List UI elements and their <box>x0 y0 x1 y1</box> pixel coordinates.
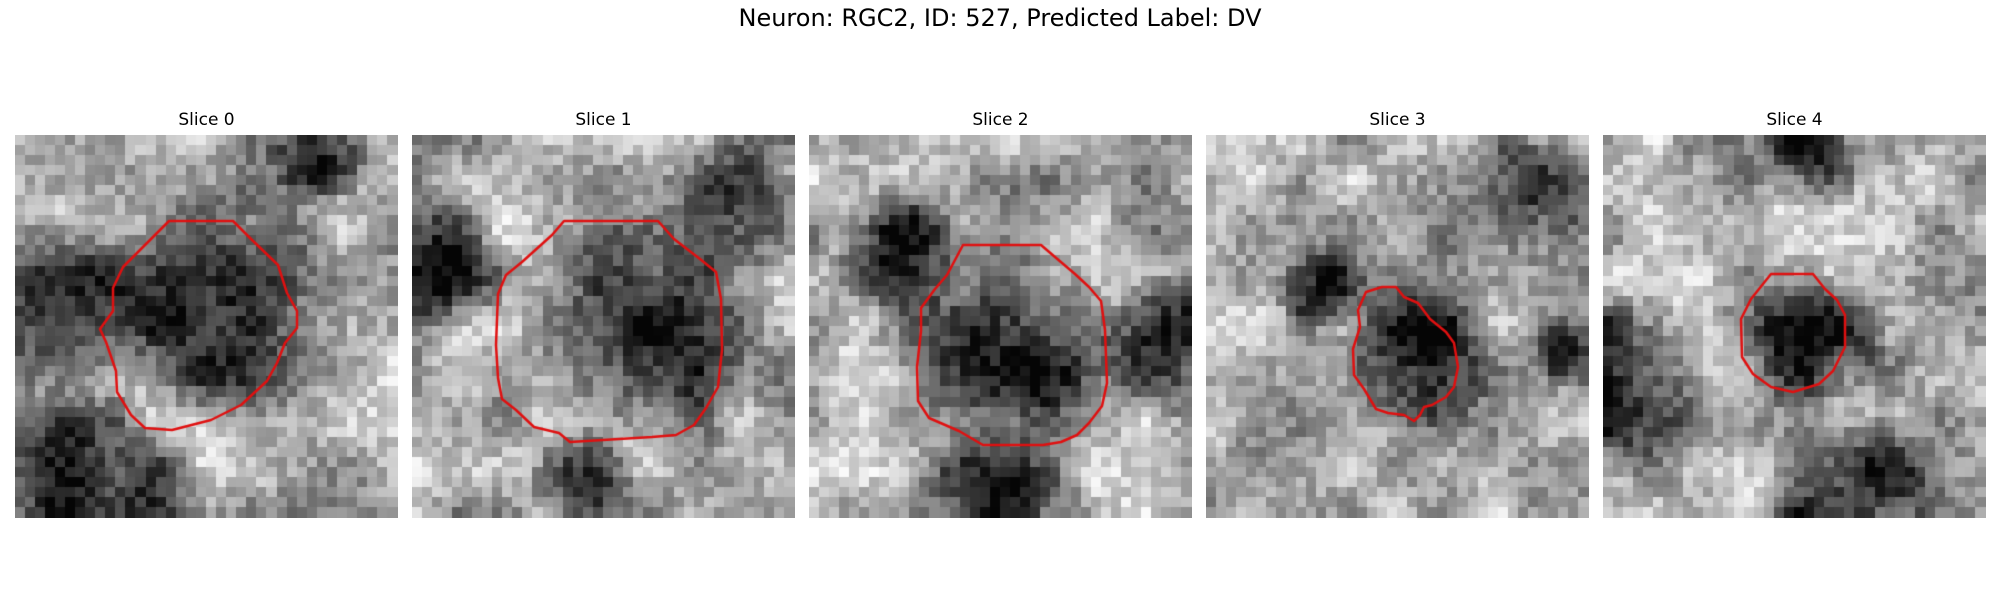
slice-image <box>1206 135 1589 518</box>
slice-panel-1: Slice 1 <box>412 105 795 518</box>
slice-title: Slice 2 <box>972 110 1029 130</box>
slice-panel-4: Slice 4 <box>1603 105 1986 518</box>
slice-title: Slice 3 <box>1369 110 1426 130</box>
slice-image <box>1603 135 1986 518</box>
slice-title: Slice 4 <box>1766 110 1823 130</box>
slice-panel-2: Slice 2 <box>809 105 1192 518</box>
figure-title: Neuron: RGC2, ID: 527, Predicted Label: … <box>738 4 1262 32</box>
slice-panel-0: Slice 0 <box>15 105 398 518</box>
slice-image <box>809 135 1192 518</box>
slice-image <box>15 135 398 518</box>
slice-title: Slice 1 <box>575 110 632 130</box>
slice-title: Slice 0 <box>178 110 235 130</box>
slice-image <box>412 135 795 518</box>
slice-panel-3: Slice 3 <box>1206 105 1589 518</box>
